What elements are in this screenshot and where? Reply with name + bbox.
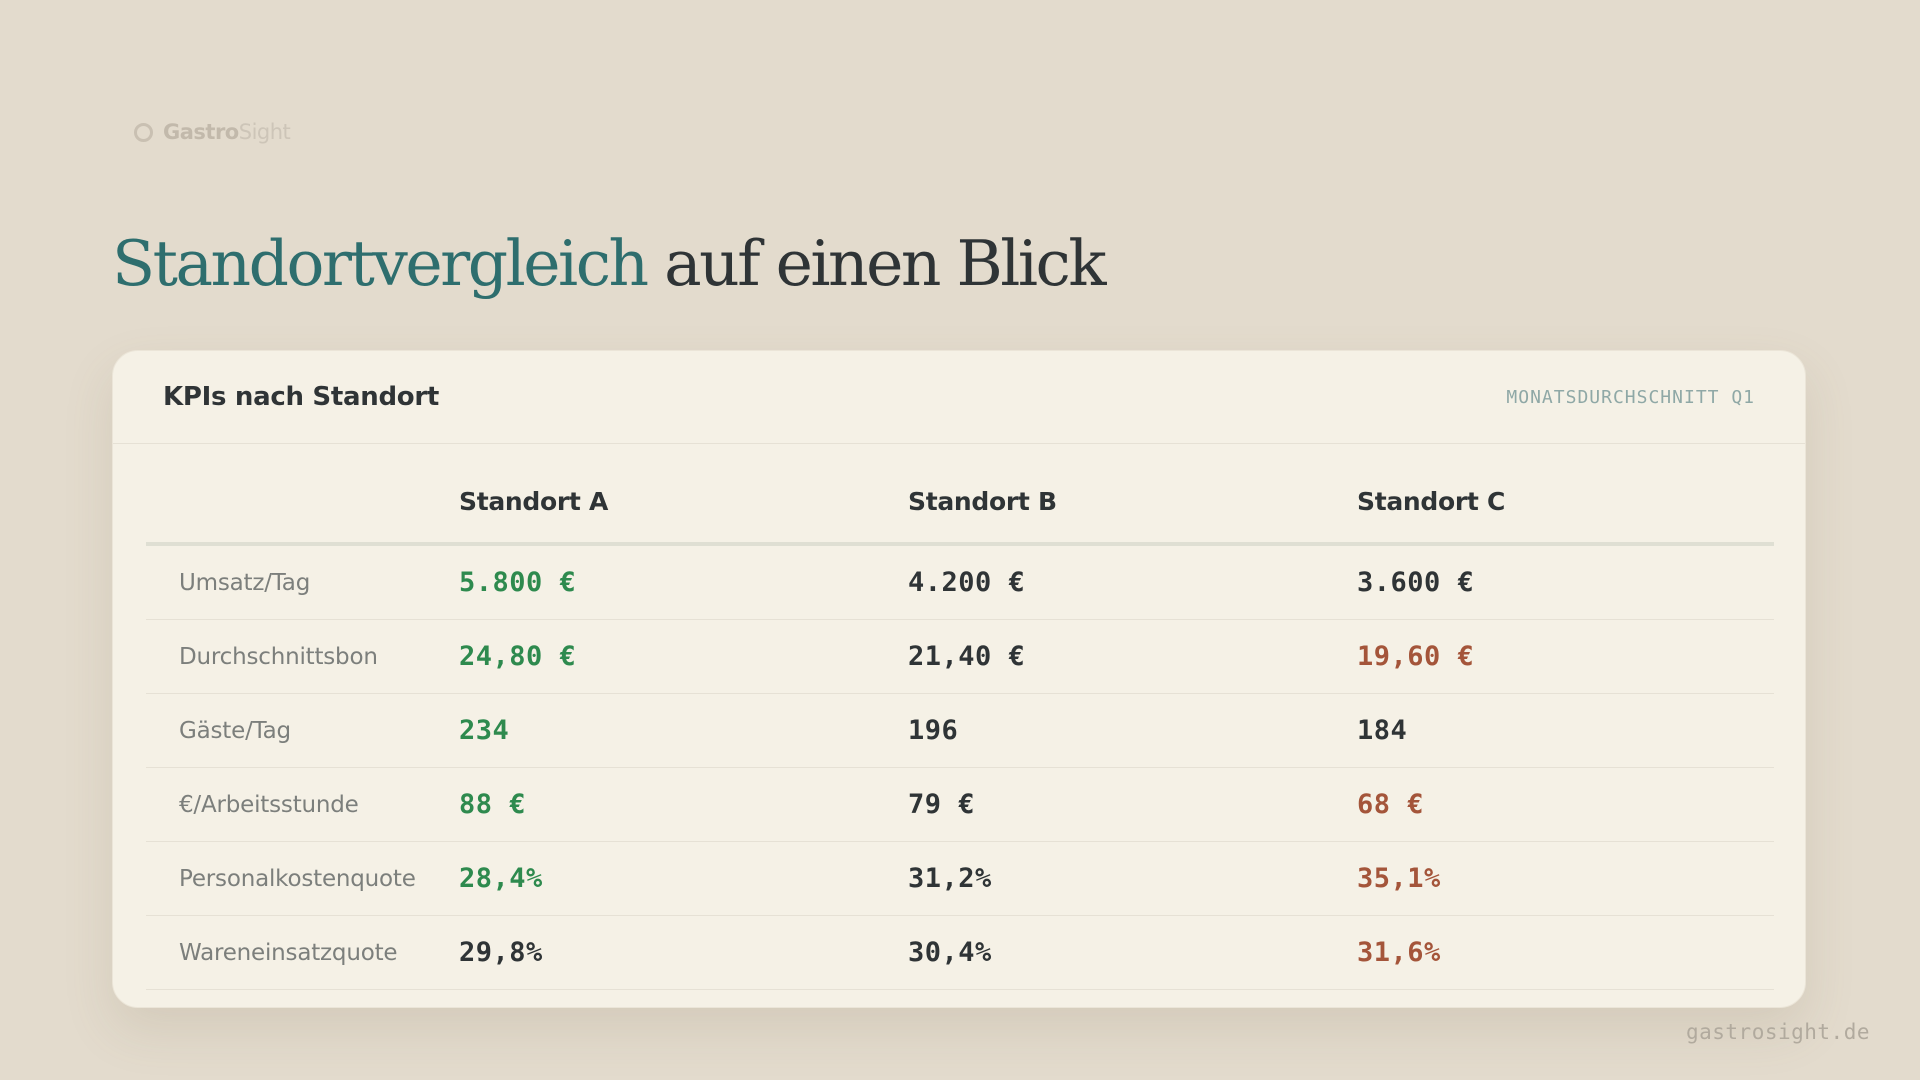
page-title-accent: Standortvergleich [112,227,649,300]
table-row: €/Arbeitsstunde 88 € 79 € 68 € [146,767,1774,842]
cell-standort-a: 28,4% [459,841,908,916]
cell-standort-b: 21,40 € [908,619,1357,694]
cell-standort-b: 196 [908,693,1357,768]
cell-standort-c: 35,1% [1357,841,1774,916]
table-row: Durchschnittsbon 24,80 € 21,40 € 19,60 € [146,619,1774,694]
cell-standort-b: 30,4% [908,915,1357,990]
card-title: KPIs nach Standort [163,382,439,412]
cell-standort-c: 3.600 € [1357,544,1774,620]
cell-standort-a: 24,80 € [459,619,908,694]
cell-standort-a: 88 € [459,767,908,842]
column-header-standort-b: Standort B [908,461,1357,546]
table-row: Personalkostenquote 28,4% 31,2% 35,1% [146,841,1774,916]
cell-standort-a: 5.800 € [459,544,908,620]
cell-standort-c: 68 € [1357,767,1774,842]
brand-name-strong: Gastro [163,120,239,144]
cell-standort-b: 31,2% [908,841,1357,916]
column-header-label [146,461,459,546]
cell-standort-a: 29,8% [459,915,908,990]
row-label: €/Arbeitsstunde [146,767,459,842]
card-header: KPIs nach Standort MONATSDURCHSCHNITT Q1 [113,351,1805,444]
column-header-standort-c: Standort C [1357,461,1774,546]
row-label: Gäste/Tag [146,693,459,768]
kpi-table: Standort A Standort B Standort C Umsatz/… [146,461,1774,990]
kpi-card: KPIs nach Standort MONATSDURCHSCHNITT Q1… [112,350,1806,1008]
row-label: Durchschnittsbon [146,619,459,694]
table-row: Gäste/Tag 234 196 184 [146,693,1774,768]
table-row: Wareneinsatzquote 29,8% 30,4% 31,6% [146,915,1774,990]
row-label: Personalkostenquote [146,841,459,916]
footer-url: gastrosight.de [1685,1020,1870,1044]
brand-logo: GastroSight [134,120,291,144]
cell-standort-b: 79 € [908,767,1357,842]
page-title: Standortvergleich auf einen Blick [112,227,1107,300]
table-row: Umsatz/Tag 5.800 € 4.200 € 3.600 € [146,544,1774,620]
column-header-standort-a: Standort A [459,461,908,546]
row-label: Wareneinsatzquote [146,915,459,990]
cell-standort-c: 19,60 € [1357,619,1774,694]
cell-standort-a: 234 [459,693,908,768]
page-title-rest: auf einen Blick [646,227,1106,300]
cell-standort-b: 4.200 € [908,544,1357,620]
circle-icon [134,122,153,142]
brand-name: GastroSight [163,120,291,144]
card-subtitle: MONATSDURCHSCHNITT Q1 [1506,386,1755,408]
cell-standort-c: 31,6% [1357,915,1774,990]
cell-standort-c: 184 [1357,693,1774,768]
brand-name-light: Sight [238,120,291,144]
row-label: Umsatz/Tag [146,544,459,620]
table-header-row: Standort A Standort B Standort C [146,461,1774,546]
